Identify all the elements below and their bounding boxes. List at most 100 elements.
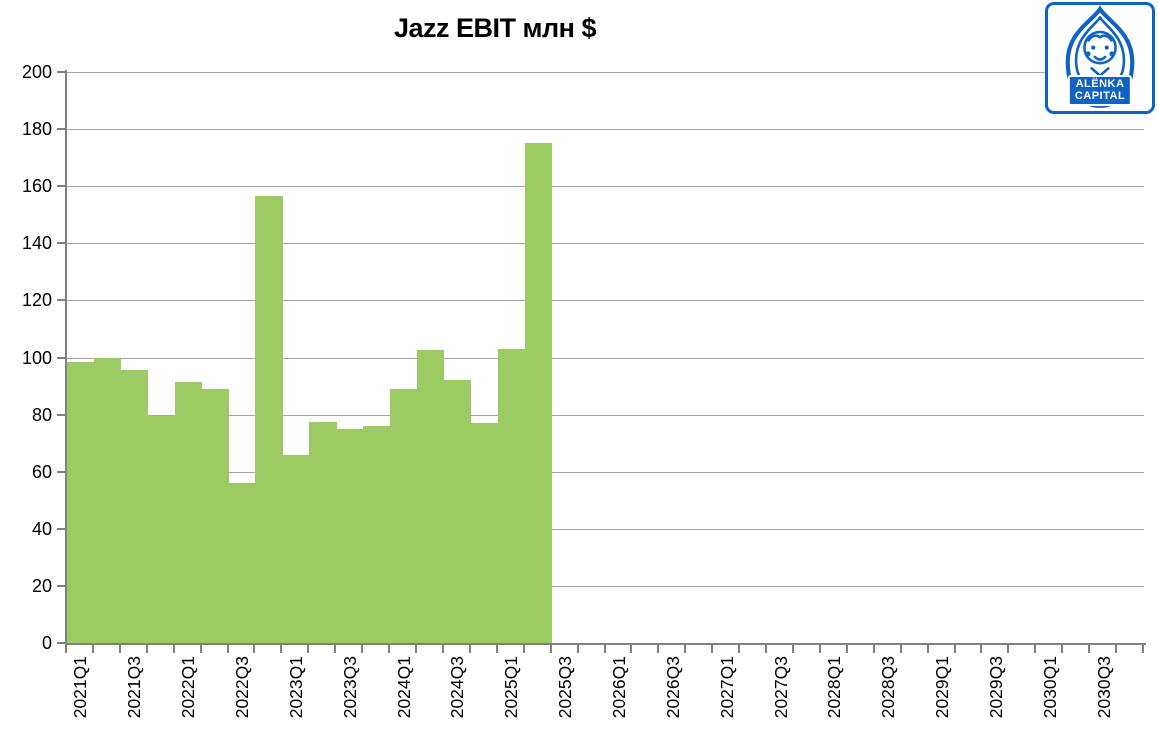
y-axis-line — [65, 70, 67, 645]
x-axis-label: 2023Q3 — [339, 656, 360, 719]
x-tick-33 — [953, 645, 956, 653]
y-axis-label: 40 — [31, 518, 52, 539]
x-axis-label: 2023Q1 — [285, 656, 306, 719]
x-tick-13 — [415, 645, 418, 653]
x-tick-30 — [872, 645, 875, 653]
y-axis-label: 200 — [21, 62, 52, 82]
gridline-200 — [67, 72, 1144, 73]
gridline-60 — [67, 471, 1144, 473]
x-tick-0 — [65, 645, 67, 653]
alenka-capital-logo: ALËNKA CAPITAL — [1045, 2, 1155, 114]
x-tick-5 — [199, 645, 202, 653]
gridline-20 — [67, 585, 1144, 587]
x-axis-label: 2027Q3 — [770, 656, 791, 719]
x-axis-label: 2028Q1 — [824, 656, 845, 719]
y-axis-label: 100 — [21, 347, 52, 368]
x-tick-16 — [495, 645, 498, 653]
x-tick-17 — [522, 645, 525, 653]
x-axis-label: 2026Q3 — [662, 656, 683, 719]
bar-2024Q1 — [390, 388, 418, 643]
x-tick-40 — [1142, 645, 1144, 653]
y-tick-0 — [57, 642, 65, 644]
x-tick-2 — [118, 645, 121, 653]
y-axis-label: 140 — [21, 233, 52, 254]
y-axis-label: 120 — [21, 290, 52, 311]
logo-text-line2: CAPITAL — [1074, 90, 1126, 102]
bar-2022Q3 — [228, 483, 256, 643]
gridline-80 — [67, 414, 1144, 416]
y-tick-100 — [57, 356, 65, 359]
bar-2022Q2 — [201, 388, 229, 643]
x-tick-8 — [280, 645, 283, 653]
x-tick-20 — [603, 645, 606, 653]
bar-2025Q2 — [524, 143, 552, 643]
y-tick-40 — [57, 527, 65, 530]
bar-2023Q2 — [309, 421, 337, 643]
bar-2024Q2 — [417, 350, 445, 643]
x-axis-label: 2021Q1 — [70, 656, 91, 719]
x-tick-10 — [334, 645, 337, 653]
gridline-40 — [67, 528, 1144, 530]
y-tick-120 — [57, 299, 65, 302]
y-tick-200 — [57, 71, 65, 73]
x-tick-12 — [388, 645, 391, 653]
y-tick-180 — [57, 128, 65, 131]
x-tick-31 — [899, 645, 902, 653]
x-axis-line — [65, 643, 1146, 645]
plot-area — [67, 72, 1144, 643]
x-tick-9 — [307, 645, 310, 653]
x-tick-11 — [361, 645, 364, 653]
x-tick-25 — [738, 645, 741, 653]
bar-2021Q4 — [147, 416, 175, 643]
y-axis-label: 0 — [41, 633, 52, 653]
gridline-120 — [67, 300, 1144, 302]
x-tick-26 — [765, 645, 768, 653]
y-tick-60 — [57, 470, 65, 473]
x-axis-label: 2022Q3 — [232, 656, 252, 719]
y-axis-label: 20 — [31, 575, 52, 596]
logo-banner: ALËNKA CAPITAL — [1067, 75, 1133, 106]
x-axis-label: 2025Q3 — [555, 656, 576, 719]
x-axis-label: 2022Q1 — [178, 656, 199, 719]
bar-2023Q3 — [336, 428, 364, 643]
logo-text-line1: ALËNKA — [1075, 78, 1125, 90]
x-axis-label: 2027Q1 — [716, 656, 737, 719]
y-tick-80 — [57, 413, 65, 416]
y-tick-20 — [57, 584, 65, 587]
x-tick-38 — [1088, 645, 1091, 653]
chart-title: Jazz EBIT млн $ — [394, 13, 597, 43]
bar-2024Q4 — [470, 423, 499, 643]
x-axis-label: 2025Q1 — [501, 656, 522, 719]
x-tick-35 — [1007, 645, 1010, 653]
x-tick-37 — [1061, 645, 1064, 653]
bar-2024Q3 — [443, 380, 472, 643]
x-tick-7 — [253, 645, 256, 653]
x-tick-18 — [549, 645, 552, 653]
y-tick-140 — [57, 242, 65, 245]
y-axis-label: 60 — [31, 461, 52, 482]
x-tick-1 — [91, 645, 94, 653]
bar-2023Q4 — [363, 426, 391, 643]
y-tick-160 — [57, 185, 65, 188]
y-axis-label: 180 — [21, 119, 52, 140]
gridline-100 — [67, 357, 1144, 359]
x-axis-label: 2029Q3 — [985, 656, 1006, 719]
x-axis-label: 2028Q3 — [878, 656, 899, 719]
x-tick-4 — [172, 645, 175, 653]
x-tick-32 — [926, 645, 929, 653]
x-tick-23 — [684, 645, 687, 653]
y-axis-label: 160 — [21, 176, 52, 197]
x-axis-label: 2024Q3 — [447, 656, 468, 719]
x-axis-label: 2026Q1 — [608, 656, 629, 719]
bar-2022Q4 — [255, 196, 283, 643]
x-tick-36 — [1034, 645, 1037, 653]
x-tick-27 — [791, 645, 794, 653]
x-tick-14 — [441, 645, 444, 653]
bar-2022Q1 — [174, 381, 202, 643]
x-tick-22 — [657, 645, 660, 653]
x-tick-24 — [711, 645, 714, 653]
gridline-140 — [67, 243, 1144, 245]
gridline-160 — [67, 186, 1144, 188]
x-tick-19 — [576, 645, 579, 653]
x-tick-34 — [980, 645, 983, 653]
